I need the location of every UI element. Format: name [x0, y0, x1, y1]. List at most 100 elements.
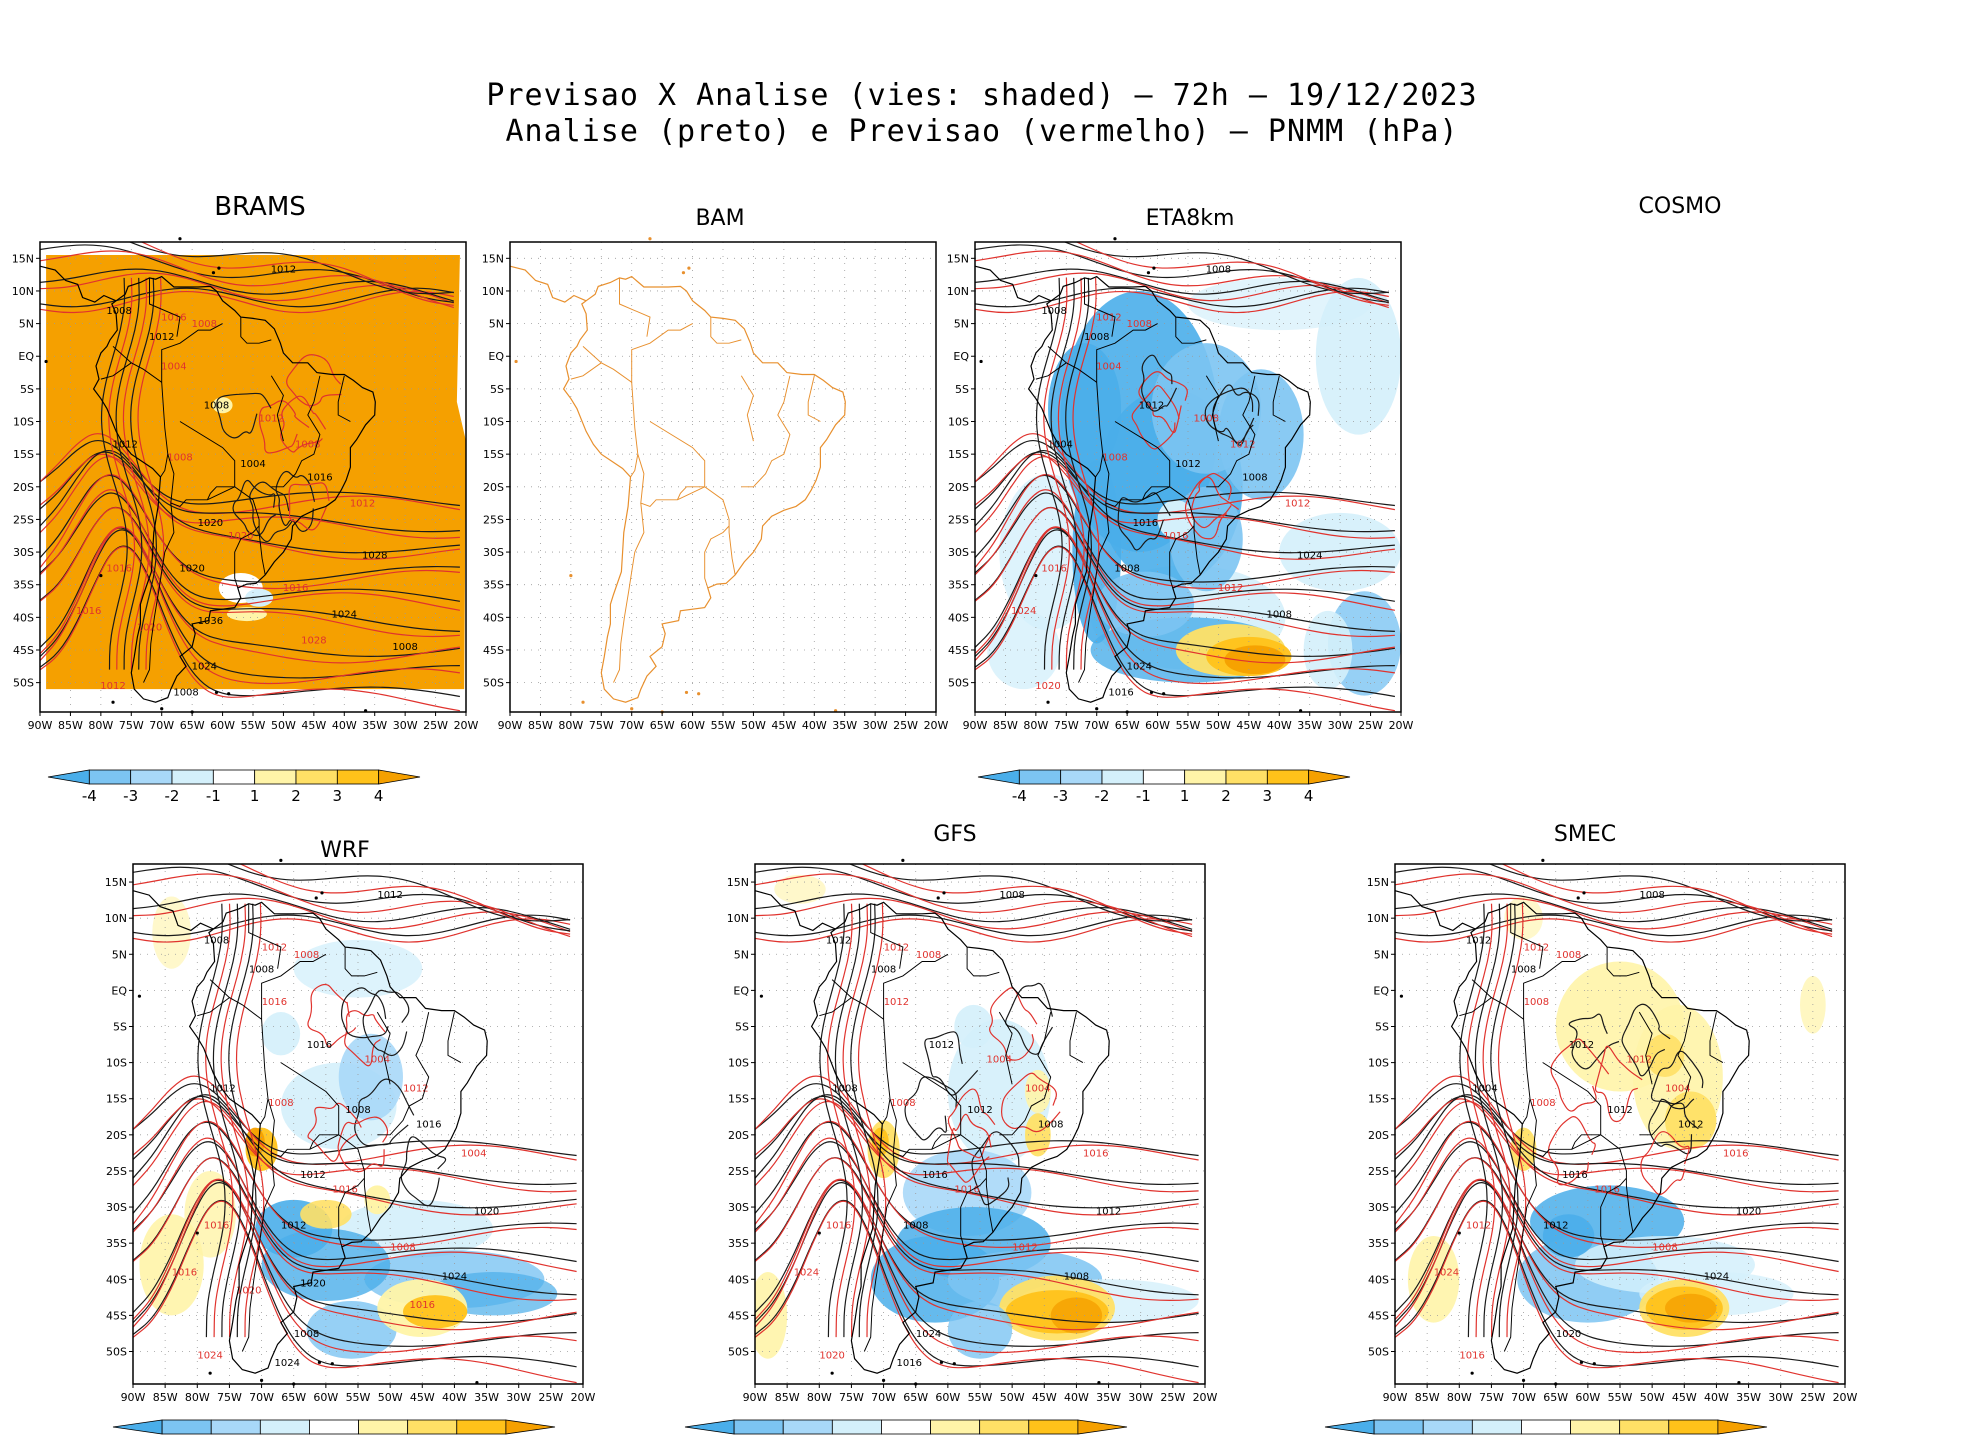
gfs-coastline: [810, 901, 1110, 1374]
brams-isobar-label: 1020: [179, 564, 204, 575]
eta-isobar-label: 1016: [1041, 564, 1066, 575]
smec-lat-label: 30S: [1368, 1201, 1389, 1214]
wrf-isobar-andes: [228, 903, 257, 1338]
wrf-isobar-label: 1008: [294, 950, 319, 961]
map-eta: 1008 1012 1008 1008 1008 1004 1012 1008 1004 1008…: [947, 237, 1414, 805]
eta-isobars: [975, 242, 1396, 712]
bam-border: [631, 323, 693, 429]
eta-lat-label: 5N: [954, 318, 969, 331]
bam-island: [581, 700, 585, 704]
bam-lat-label: 5S: [490, 383, 504, 396]
eta-isobar-label: 1008: [1127, 319, 1152, 330]
gfs-lon-label: 55W: [968, 1391, 993, 1404]
brams-isobar-inland: [249, 481, 294, 543]
bam-lat-label: 30S: [483, 546, 504, 559]
smec-lon-label: 50W: [1640, 1391, 1665, 1404]
eta-central-america: [974, 265, 1052, 303]
eta-colorbar-label: -3: [1053, 787, 1068, 805]
brams-isobar-label: 1020: [137, 622, 162, 633]
map-gfs: 1008 1012 1012 1008 1008 1012 1012 1004 1008 1008…: [684, 858, 1218, 1435]
eta-isobar-andes: [1072, 277, 1100, 670]
smec-lat-label: 25S: [1368, 1165, 1389, 1178]
brams-isobar-analysis: [40, 439, 460, 507]
wrf-grid: [133, 864, 583, 1384]
wrf-isobar-inland: [340, 987, 389, 1039]
brams-colorbar-box: [336, 769, 380, 785]
brams-isobar-inland: [275, 470, 316, 532]
smec-isobar-forecast: [1395, 1200, 1839, 1384]
brams-border: [240, 317, 272, 344]
smec-isobar-forecast: [1395, 897, 1833, 933]
wrf-lon-label: 85W: [153, 1391, 178, 1404]
eta-lon-label: 55W: [1176, 719, 1201, 732]
brams-isobar-label: 1036: [198, 616, 223, 627]
gfs-isobar-label: 1012: [967, 1105, 992, 1116]
gfs-lat-label: 50S: [728, 1346, 749, 1359]
brams-central-america: [39, 265, 117, 303]
brams-isobar-label: 1012: [271, 265, 296, 276]
wrf-isobar-label: 1024: [275, 1358, 300, 1369]
map-bam: 15N 10N 5N EQ 5S 10S 15S 20S 25S 30S 35S 40S 45S 50S 9…: [482, 237, 949, 732]
eta-isobar-label: 1024: [1297, 551, 1322, 562]
wrf-isobar-forecast: [133, 1157, 577, 1302]
gfs-isobar-andes: [857, 903, 887, 1338]
smec-island: [1541, 858, 1545, 862]
eta-lon-label: 45W: [1236, 719, 1261, 732]
brams-isobar-label: 1012: [259, 414, 284, 425]
brams-border: [100, 362, 132, 380]
brams-lon-label: 55W: [241, 719, 266, 732]
bam-lon-label: 35W: [832, 719, 857, 732]
brams-lon-label: 50W: [271, 719, 296, 732]
smec-border: [1600, 1177, 1627, 1247]
eta-lat-label: 35S: [948, 579, 969, 592]
smec-isobar-label: 1024: [1434, 1268, 1459, 1279]
wrf-isobar-forecast: [133, 1178, 577, 1354]
eta-border: [1095, 454, 1104, 478]
gfs-border: [863, 1152, 897, 1352]
wrf-isobar-inland: [337, 1116, 389, 1173]
panel-title-smec: SMEC: [1553, 822, 1617, 847]
brams-isobar-labels: 1012 1016 1008 1008 1012 1004 1008 1012 1012 1008…: [76, 265, 418, 699]
gfs-island: [936, 896, 940, 900]
brams-isobar-layer: 1012 1016 1008 1008 1012 1004 1008 1012 1012 1008…: [40, 242, 461, 712]
wrf-island: [279, 858, 283, 862]
eta-isobar-label: 1012: [1230, 440, 1255, 451]
gfs-island: [952, 1362, 956, 1366]
smec-lon-label: 90W: [1383, 1391, 1408, 1404]
gfs-lon-label: 45W: [1032, 1391, 1057, 1404]
brams-isobar-label: 1016: [307, 472, 332, 483]
gfs-lat-label: 10S: [728, 1057, 749, 1070]
brams-isobar-label: 1012: [350, 498, 375, 509]
eta-isobar-layer: 1008 1012 1008 1008 1008 1004 1012 1008 1004 1008…: [975, 242, 1396, 712]
brams-lat-label: 15N: [12, 252, 34, 265]
brams-lat-label: 35S: [13, 579, 34, 592]
eta-isobar-inland: [1204, 387, 1255, 444]
smec-isobar-analysis: [1395, 1181, 1839, 1347]
gfs-isobar-inland: [947, 1088, 996, 1159]
brams-colorbar-label: -3: [123, 787, 138, 805]
gfs-isobar-label: 1008: [916, 950, 941, 961]
wrf-lat-label: 35S: [106, 1237, 127, 1250]
brams-isobar-forecast: [40, 507, 460, 638]
bam-lat-label: 45S: [483, 644, 504, 657]
brams-isobar-label: 1016: [106, 564, 131, 575]
smec-lat-label: 15S: [1368, 1093, 1389, 1106]
wrf-isobar-label: 1020: [236, 1286, 261, 1297]
wrf-colorbar-box: [161, 1419, 212, 1435]
eta-island: [1095, 707, 1099, 711]
gfs-lat-label: 5N: [734, 948, 749, 961]
eta-colorbar-end-left: [977, 769, 1020, 785]
smec-isobar-label: 1012: [1466, 1221, 1491, 1232]
eta-island: [1146, 271, 1151, 275]
eta-isobar-label: 1020: [1035, 681, 1060, 692]
brams-isobar-label: 1004: [240, 459, 265, 470]
bam-central-america: [509, 265, 587, 303]
eta-bias-shading: [987, 277, 1401, 696]
gfs-border: [886, 1069, 961, 1158]
wrf-isobar-label: 1016: [332, 1185, 357, 1196]
eta-isobar-label: 1012: [1139, 400, 1164, 411]
gfs-lat-label: 25S: [728, 1165, 749, 1178]
eta-lon-label: 30W: [1328, 719, 1353, 732]
smec-lat-label: 5S: [1375, 1021, 1389, 1034]
